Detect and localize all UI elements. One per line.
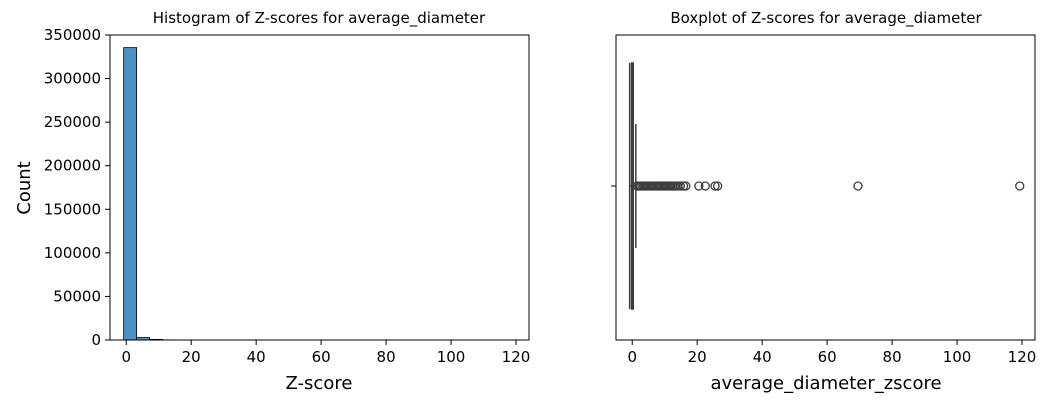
histogram-title: Histogram of Z-scores for average_diamet…: [153, 9, 486, 28]
boxplot-plot-frame: [615, 34, 1036, 341]
boxplot-outlier: [694, 181, 704, 191]
boxplot-chart: Boxplot of Z-scores for average_diameter…: [611, 9, 1036, 394]
boxplot-outlier: [713, 181, 723, 191]
histogram-y-tick-label: 200000: [44, 157, 101, 175]
histogram-plot-frame: [109, 34, 530, 341]
histogram-y-tick-label: 150000: [44, 200, 101, 218]
boxplot-x-tick-label: 60: [818, 348, 837, 366]
boxplot-outlier: [700, 181, 710, 191]
boxplot-x-tick-label: 40: [753, 348, 772, 366]
boxplot-outlier: [681, 181, 691, 191]
boxplot-x-ticks: 0 20 40 60 80 100 120: [627, 340, 1036, 366]
histogram-x-tick-label: 80: [377, 348, 396, 366]
boxplot-x-tick-label: 120: [1008, 348, 1037, 366]
histogram-x-tick-label: 100: [437, 348, 466, 366]
histogram-chart: Histogram of Z-scores for average_diamet…: [14, 9, 530, 394]
boxplot-outlier: [675, 181, 685, 191]
histogram-x-ticks: 0 20 40 60 80 100 120: [121, 340, 530, 366]
boxplot-outlier: [1015, 181, 1025, 191]
boxplot-outlier: [710, 181, 720, 191]
histogram-y-tick-label: 250000: [44, 113, 101, 131]
histogram-y-tick-label: 300000: [44, 70, 101, 88]
histogram-x-axis-label: Z-score: [286, 373, 353, 394]
boxplot-title: Boxplot of Z-scores for average_diameter: [670, 9, 982, 28]
histogram-x-tick-label: 60: [312, 348, 331, 366]
histogram-y-tick-label: 0: [91, 331, 101, 349]
histogram-x-tick-label: 40: [247, 348, 266, 366]
histogram-y-axis-label: Count: [14, 161, 35, 214]
histogram-y-tick-label: 100000: [44, 244, 101, 262]
boxplot-x-tick-label: 20: [688, 348, 707, 366]
boxplot-x-tick-label: 0: [627, 348, 637, 366]
boxplot-elements: [628, 62, 1025, 310]
histogram-x-tick-label: 120: [502, 348, 531, 366]
histogram-y-tick-label: 50000: [53, 287, 101, 305]
histogram-bar: [123, 47, 138, 341]
histogram-y-ticks: 0 50000 100000 150000 200000 250000 300000 3500…: [44, 26, 110, 349]
boxplot-x-tick-label: 80: [883, 348, 902, 366]
histogram-x-tick-label: 20: [182, 348, 201, 366]
histogram-bars: [123, 47, 215, 341]
histogram-x-tick-label: 0: [121, 348, 131, 366]
boxplot-outlier: [853, 181, 863, 191]
histogram-y-tick-label: 350000: [44, 26, 101, 44]
boxplot-x-axis-label: average_diameter_zscore: [710, 373, 941, 394]
boxplot-x-tick-label: 100: [943, 348, 972, 366]
